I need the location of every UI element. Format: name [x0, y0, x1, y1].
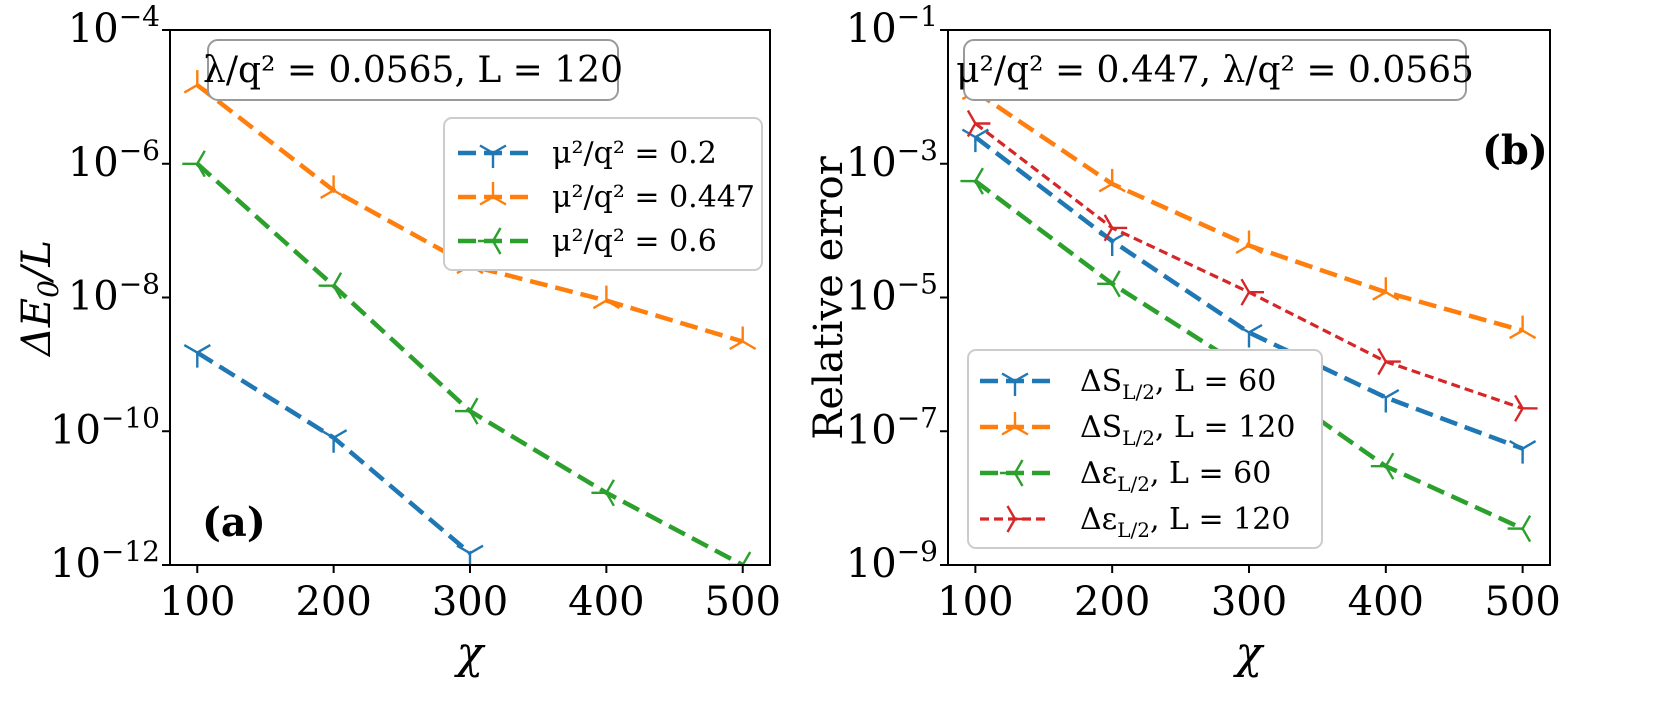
panel-label-a: (a)	[202, 499, 266, 546]
legend-marker	[1000, 459, 1024, 487]
x-tick-label: 200	[295, 579, 371, 625]
data-point	[591, 479, 615, 507]
legend-item-b-3: ΔεL/2, L = 120	[980, 502, 1290, 542]
data-point	[182, 150, 206, 178]
legend-marker	[479, 144, 507, 168]
ticks-b: 100 200 300 400 500 10−9 10−7 10−5 10−3 10−1	[846, 0, 1561, 625]
annotation-box-b	[963, 39, 1467, 101]
data-point	[729, 326, 757, 351]
ticks-a: 100 200 300 400 500 10−12 10−10 10−8 10−6 10−4	[50, 0, 781, 625]
series-line	[974, 89, 1524, 333]
x-tick-label: 400	[568, 579, 644, 625]
y-tick-label: 10−10	[50, 401, 160, 453]
data-point	[1098, 232, 1126, 257]
data-point	[1509, 315, 1537, 340]
data-point	[1372, 277, 1400, 301]
data-point	[727, 551, 752, 565]
series-layer-b	[960, 76, 1538, 543]
y-tick-label: 10−7	[846, 401, 938, 453]
legend-label: ΔεL/2, L = 60	[1080, 456, 1271, 496]
legend-item-a-0: μ²/q² = 0.2	[458, 136, 717, 171]
y-tick-label: 10−12	[50, 535, 160, 587]
data-point	[183, 344, 211, 368]
legend-marker	[1006, 505, 1030, 533]
series-a-0	[183, 344, 484, 565]
legend-item-b-2: ΔεL/2, L = 60	[980, 456, 1271, 496]
data-point	[318, 272, 343, 300]
data-point	[1507, 515, 1532, 543]
series-line	[974, 179, 1524, 531]
y-axis-label-b: Relative error	[806, 155, 852, 439]
annotation-b: μ²/q² = 0.447, λ/q² = 0.0565	[956, 50, 1474, 91]
plot-frame-a	[169, 29, 771, 566]
legend-label: μ²/q² = 0.6	[552, 224, 717, 259]
data-point	[1370, 452, 1395, 480]
legend-label: ΔεL/2, L = 120	[1080, 502, 1290, 542]
y-axis-label-a: ΔE0/L	[14, 240, 65, 358]
data-point	[966, 109, 991, 138]
legend-marker	[1001, 372, 1029, 396]
data-point	[1235, 230, 1263, 255]
y-tick-label: 10−4	[68, 0, 160, 52]
data-point	[1103, 214, 1128, 242]
legend-label: μ²/q² = 0.447	[552, 180, 755, 215]
panel-label-b: (b)	[1482, 127, 1548, 174]
data-point	[1509, 440, 1537, 464]
legend-a: μ²/q² = 0.2 μ²/q² = 0.447 μ²/q² = 0.6	[458, 136, 755, 259]
data-point	[1514, 394, 1538, 422]
legend-item-a-2: μ²/q² = 0.6	[458, 224, 717, 259]
legend-item-b-1: ΔSL/2, L = 120	[980, 410, 1295, 450]
x-axis-label-a: χ	[454, 628, 486, 679]
data-point	[961, 128, 990, 153]
data-point	[319, 429, 348, 453]
y-tick-label: 10−8	[68, 268, 160, 320]
y-tick-label: 10−3	[846, 134, 938, 186]
data-point	[1235, 323, 1263, 348]
legend-label: μ²/q² = 0.2	[552, 136, 717, 171]
x-tick-label: 200	[1074, 579, 1150, 625]
series-b-1	[961, 76, 1537, 340]
x-tick-label: 400	[1348, 579, 1424, 625]
x-tick-label: 300	[1211, 579, 1287, 625]
legend-label: ΔSL/2, L = 60	[1080, 364, 1276, 404]
x-tick-label: 100	[937, 579, 1013, 625]
legend-marker	[1001, 412, 1029, 436]
legend-box-a	[443, 117, 763, 271]
annotation-box-a	[207, 39, 619, 101]
data-point	[1098, 168, 1126, 193]
data-point	[1377, 347, 1401, 376]
y-tick-label: 10−5	[846, 268, 938, 320]
annotation-a: λ/q² = 0.0565, L = 120	[203, 50, 623, 91]
x-tick-label: 100	[159, 579, 235, 625]
data-point	[319, 175, 348, 199]
data-point	[960, 167, 984, 195]
panel-a: ΔE0/L 100 200 300 400 50010−1210−1010−810−61…	[14, 0, 781, 679]
x-tick-label: 500	[705, 579, 781, 625]
legend-marker	[479, 182, 507, 206]
series-line	[974, 135, 1524, 451]
y-tick-label: 10−9	[846, 535, 938, 587]
y-tick-label: 10−1	[846, 0, 938, 52]
series-b-3	[966, 109, 1538, 422]
x-tick-label: 300	[432, 579, 508, 625]
data-point	[1372, 388, 1400, 413]
x-axis-label-b: χ	[1233, 628, 1265, 679]
legend-item-b-0: ΔSL/2, L = 60	[980, 364, 1276, 404]
data-point	[1240, 278, 1265, 306]
panel-b: Relative error 100 200 300 400 50010−910−710…	[806, 0, 1561, 679]
legend-b: ΔSL/2, L = 60 ΔSL/2, L = 120 ΔεL/2, L = 60…	[980, 364, 1295, 542]
data-point	[456, 544, 484, 565]
data-point	[454, 397, 479, 425]
x-tick-label: 500	[1484, 579, 1560, 625]
legend-box-b	[967, 349, 1323, 549]
data-point	[1097, 270, 1121, 298]
y-tick-label: 10−6	[68, 134, 160, 186]
legend-marker	[478, 227, 502, 255]
legend-item-a-1: μ²/q² = 0.447	[458, 180, 755, 215]
data-point	[592, 285, 621, 310]
legend-label: ΔSL/2, L = 120	[1080, 410, 1295, 450]
series-a-2	[182, 150, 752, 565]
